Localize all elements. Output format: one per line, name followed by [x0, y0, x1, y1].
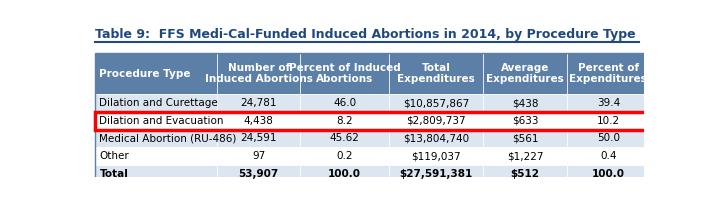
Bar — [95, 94, 217, 112]
Text: Total
Expenditures: Total Expenditures — [397, 63, 475, 85]
Text: 10.2: 10.2 — [596, 116, 620, 126]
Bar — [217, 130, 301, 147]
Text: 45.62: 45.62 — [330, 133, 359, 143]
Bar — [95, 53, 217, 94]
Text: $2,809,737: $2,809,737 — [407, 116, 466, 126]
Text: Percent of
Expenditures: Percent of Expenditures — [569, 63, 647, 85]
Text: Percent of Induced
Abortions: Percent of Induced Abortions — [289, 63, 401, 85]
Bar — [95, 112, 650, 130]
Bar — [567, 112, 650, 130]
Text: 53,907: 53,907 — [238, 169, 279, 179]
Text: $119,037: $119,037 — [412, 151, 461, 161]
Text: 0.2: 0.2 — [337, 151, 353, 161]
Text: 97: 97 — [252, 151, 266, 161]
Text: 8.2: 8.2 — [337, 116, 353, 126]
Text: 100.0: 100.0 — [328, 169, 362, 179]
Bar — [390, 53, 483, 94]
Bar — [301, 130, 390, 147]
Bar — [95, 165, 217, 182]
Text: Procedure Type: Procedure Type — [100, 69, 191, 79]
Bar — [483, 130, 567, 147]
Bar — [95, 147, 217, 165]
Text: Average
Expenditures: Average Expenditures — [486, 63, 564, 85]
Text: $633: $633 — [512, 116, 538, 126]
Bar — [483, 112, 567, 130]
Text: Other: Other — [100, 151, 130, 161]
Bar — [567, 94, 650, 112]
Bar — [217, 53, 301, 94]
Text: Number of
Induced Abortions: Number of Induced Abortions — [205, 63, 313, 85]
Bar — [483, 165, 567, 182]
Bar — [217, 165, 301, 182]
Text: Medical Abortion (RU-486): Medical Abortion (RU-486) — [100, 133, 237, 143]
Text: $438: $438 — [512, 98, 538, 108]
Text: 24,781: 24,781 — [241, 98, 277, 108]
Bar — [217, 147, 301, 165]
Text: Dilation and Curettage: Dilation and Curettage — [100, 98, 218, 108]
Bar — [95, 130, 217, 147]
Text: 50.0: 50.0 — [597, 133, 620, 143]
Text: 24,591: 24,591 — [241, 133, 277, 143]
Bar — [483, 94, 567, 112]
Bar — [301, 94, 390, 112]
Text: $27,591,381: $27,591,381 — [400, 169, 473, 179]
Bar — [95, 53, 650, 182]
Text: 46.0: 46.0 — [333, 98, 357, 108]
Bar — [567, 130, 650, 147]
Text: 0.4: 0.4 — [600, 151, 616, 161]
Bar — [217, 94, 301, 112]
Text: Table 9:  FFS Medi-Cal-Funded Induced Abortions in 2014, by Procedure Type: Table 9: FFS Medi-Cal-Funded Induced Abo… — [95, 28, 636, 41]
Text: Total: Total — [100, 169, 128, 179]
Text: $512: $512 — [511, 169, 540, 179]
Text: 4,438: 4,438 — [244, 116, 274, 126]
Text: $10,857,867: $10,857,867 — [403, 98, 470, 108]
Bar — [567, 147, 650, 165]
Bar — [483, 147, 567, 165]
Bar — [567, 53, 650, 94]
Bar — [301, 165, 390, 182]
Bar — [390, 130, 483, 147]
Bar — [301, 53, 390, 94]
Bar — [390, 147, 483, 165]
Bar — [390, 94, 483, 112]
Text: 39.4: 39.4 — [596, 98, 620, 108]
Bar — [95, 112, 217, 130]
Bar — [301, 147, 390, 165]
Text: 100.0: 100.0 — [592, 169, 625, 179]
Bar — [567, 165, 650, 182]
Text: $13,804,740: $13,804,740 — [403, 133, 470, 143]
Bar — [217, 112, 301, 130]
Bar — [390, 165, 483, 182]
Bar — [483, 53, 567, 94]
Bar — [301, 112, 390, 130]
Text: Dilation and Evacuation: Dilation and Evacuation — [100, 116, 224, 126]
Bar — [390, 112, 483, 130]
Text: $561: $561 — [512, 133, 538, 143]
Text: $1,227: $1,227 — [507, 151, 543, 161]
